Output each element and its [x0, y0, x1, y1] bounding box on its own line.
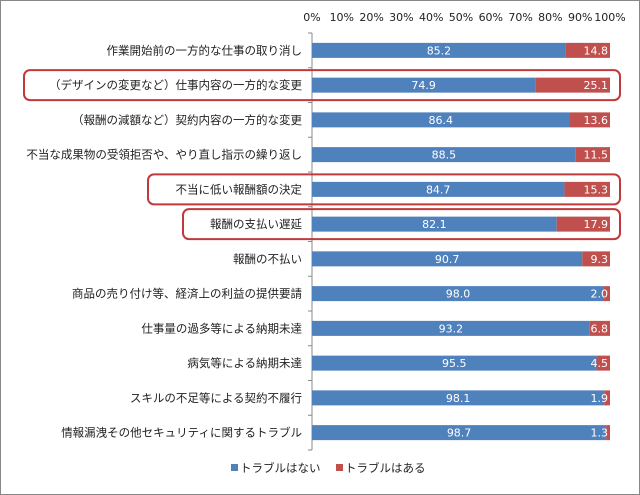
- data-label: 1.3: [591, 427, 609, 440]
- bar-no-trouble: [312, 320, 590, 336]
- data-label: 98.1: [446, 392, 471, 405]
- x-tick-label: 10%: [330, 11, 354, 24]
- x-tick-label: 80%: [538, 11, 562, 24]
- x-tick-label: 0%: [303, 11, 320, 24]
- data-label: 84.7: [426, 183, 451, 196]
- highlight-box: [147, 173, 621, 206]
- bar-trouble: [604, 286, 610, 302]
- data-label: 6.8: [591, 322, 609, 335]
- data-label: 25.1: [584, 79, 609, 92]
- data-label: 2.0: [591, 288, 609, 301]
- bar-trouble: [589, 320, 610, 336]
- bar-trouble: [596, 355, 610, 371]
- bar-no-trouble: [312, 77, 536, 93]
- highlight-box: [23, 69, 621, 102]
- x-tick-label: 100%: [594, 11, 625, 24]
- bar-no-trouble: [312, 390, 605, 406]
- x-tick-label: 70%: [508, 11, 532, 24]
- bar-trouble: [556, 216, 610, 232]
- data-label: 14.8: [584, 44, 609, 57]
- x-tick-label: 90%: [568, 11, 592, 24]
- data-label: 88.5: [432, 149, 457, 162]
- bar-trouble: [604, 390, 610, 406]
- x-tick-label: 40%: [419, 11, 443, 24]
- x-tick-label: 50%: [449, 11, 473, 24]
- category-label: 報酬の支払い遅延: [210, 217, 302, 231]
- bar-no-trouble: [312, 216, 557, 232]
- legend-swatch: [231, 464, 238, 471]
- data-label: 98.7: [447, 427, 472, 440]
- category-label: スキルの不足等による契約不履行: [130, 391, 302, 405]
- bar-trouble: [535, 77, 610, 93]
- bar-trouble: [575, 147, 610, 163]
- x-tick-label: 20%: [359, 11, 383, 24]
- category-label: （デザインの変更など）仕事内容の一方的な変更: [49, 78, 302, 92]
- legend-label: トラブルはない: [240, 461, 321, 475]
- bar-trouble: [565, 42, 610, 58]
- category-label: 病気等による納期未達: [187, 356, 302, 370]
- category-label: 報酬の不払い: [233, 252, 302, 266]
- bar-no-trouble: [312, 286, 605, 302]
- bar-no-trouble: [312, 425, 607, 441]
- data-label: 1.9: [591, 392, 609, 405]
- bar-no-trouble: [312, 251, 583, 267]
- bar-trouble: [582, 251, 610, 267]
- x-tick-label: 60%: [479, 11, 503, 24]
- data-label: 82.1: [422, 218, 447, 231]
- data-label: 17.9: [584, 218, 609, 231]
- data-label: 95.5: [442, 357, 467, 370]
- data-label: 15.3: [584, 183, 609, 196]
- legend-swatch: [336, 464, 343, 471]
- data-label: 13.6: [584, 114, 609, 127]
- data-label: 86.4: [428, 114, 453, 127]
- bar-no-trouble: [312, 147, 576, 163]
- category-label: 情報漏洩その他セキュリティに関するトラブル: [61, 426, 302, 440]
- data-label: 74.9: [411, 79, 436, 92]
- category-label: 商品の売り付け等、経済上の利益の提供要請: [72, 287, 302, 301]
- bar-trouble: [564, 181, 610, 197]
- data-label: 93.2: [439, 322, 464, 335]
- category-label: 仕事量の過多等による納期未達: [141, 321, 302, 335]
- bar-no-trouble: [312, 355, 597, 371]
- data-label: 4.5: [591, 357, 609, 370]
- data-label: 11.5: [584, 149, 609, 162]
- category-label: 不当な成果物の受領拒否や、やり直し指示の繰り返し: [26, 148, 302, 162]
- category-label: 不当に低い報酬額の決定: [176, 182, 303, 196]
- highlight-box: [182, 208, 621, 241]
- category-label: 作業開始前の一方的な仕事の取り消し: [107, 43, 303, 57]
- bar-trouble: [606, 425, 610, 441]
- data-label: 9.3: [591, 253, 609, 266]
- bar-no-trouble: [312, 42, 566, 58]
- bar-no-trouble: [312, 181, 565, 197]
- x-tick-label: 30%: [389, 11, 413, 24]
- data-label: 90.7: [435, 253, 460, 266]
- bar-no-trouble: [312, 112, 570, 128]
- category-label: （報酬の減額など）契約内容の一方的な変更: [72, 113, 302, 127]
- data-label: 98.0: [446, 288, 471, 301]
- bar-trouble: [569, 112, 610, 128]
- legend-label: トラブルはある: [345, 461, 426, 475]
- data-label: 85.2: [427, 44, 452, 57]
